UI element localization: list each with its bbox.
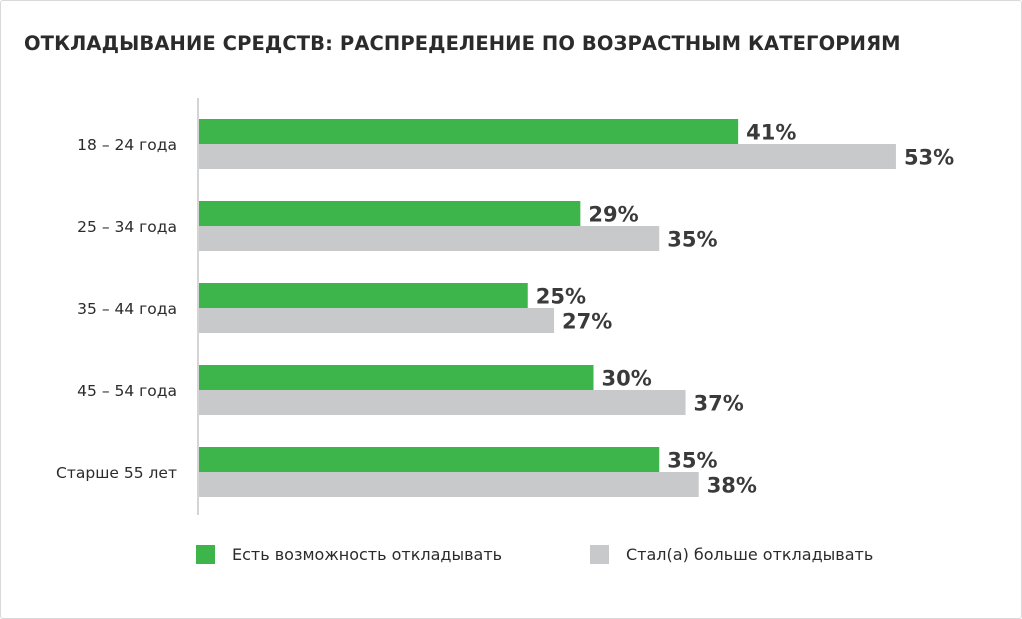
- value-label: 29%: [588, 203, 638, 227]
- legend-label: Стал(а) больше откладывать: [626, 545, 874, 564]
- bar-gray-5: [199, 472, 699, 497]
- legend: Есть возможность откладывать Стал(а) бол…: [0, 545, 1022, 571]
- bar-green-4: [199, 365, 594, 390]
- value-label: 25%: [536, 285, 586, 309]
- value-label: 53%: [904, 146, 954, 170]
- bar-chart: 18 – 24 года 41% 53% 25 – 34 года 29% 35% 35 –…: [56, 98, 954, 515]
- value-label: 41%: [746, 121, 796, 145]
- value-label: 35%: [667, 228, 717, 252]
- bar-green-3: [199, 283, 528, 308]
- category-label: 25 – 34 года: [77, 218, 177, 236]
- legend-item-green: Есть возможность откладывать: [196, 545, 502, 564]
- bar-green-2: [199, 201, 581, 226]
- value-label: 27%: [562, 310, 612, 334]
- legend-swatch-green: [196, 545, 215, 564]
- bar-green-5: [199, 447, 660, 472]
- chart-title: ОТКЛАДЫВАНИЕ СРЕДСТВ: РАСПРЕДЕЛЕНИЕ ПО В…: [24, 32, 901, 55]
- bar-gray-3: [199, 308, 555, 333]
- legend-item-gray: Стал(а) больше откладывать: [590, 545, 873, 564]
- category-label: Старше 55 лет: [56, 464, 177, 482]
- bar-gray-1: [199, 144, 896, 169]
- bar-green-1: [199, 119, 739, 144]
- bar-gray-4: [199, 390, 686, 415]
- value-label: 30%: [602, 367, 652, 391]
- bar-gray-2: [199, 226, 660, 251]
- value-label: 37%: [694, 392, 744, 416]
- legend-swatch-gray: [590, 545, 609, 564]
- value-label: 38%: [707, 474, 757, 498]
- category-label: 18 – 24 года: [77, 136, 177, 154]
- bars-layer: 18 – 24 года 41% 53% 25 – 34 года 29% 35% 35 –…: [56, 119, 954, 498]
- value-label: 35%: [667, 449, 717, 473]
- category-label: 35 – 44 года: [77, 300, 177, 318]
- legend-label: Есть возможность откладывать: [232, 545, 503, 564]
- category-label: 45 – 54 года: [77, 382, 177, 400]
